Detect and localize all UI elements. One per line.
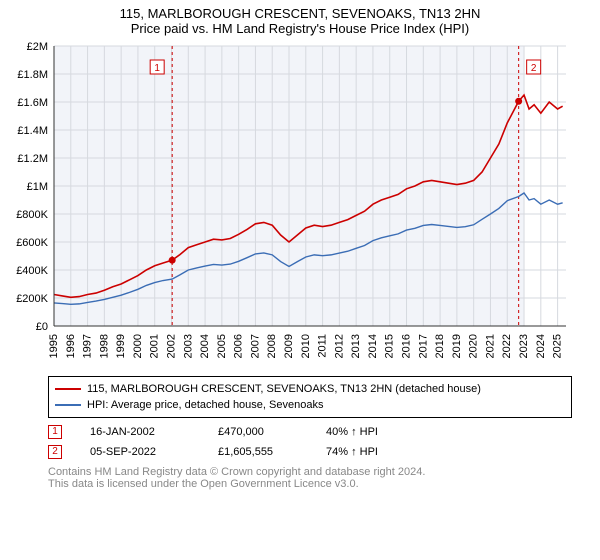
chart-subtitle: Price paid vs. HM Land Registry's House …: [10, 21, 590, 36]
svg-text:£1.4M: £1.4M: [17, 125, 48, 137]
svg-text:2012: 2012: [333, 334, 345, 358]
legend-row-property: 115, MARLBOROUGH CRESCENT, SEVENOAKS, TN…: [55, 381, 565, 397]
svg-text:2022: 2022: [501, 334, 513, 358]
svg-text:2024: 2024: [535, 334, 547, 358]
svg-text:£1.8M: £1.8M: [17, 69, 48, 81]
footnote-line2: This data is licensed under the Open Gov…: [48, 478, 572, 490]
figure-container: 115, MARLBOROUGH CRESCENT, SEVENOAKS, TN…: [0, 0, 600, 498]
svg-text:2008: 2008: [266, 334, 278, 358]
svg-text:2015: 2015: [384, 334, 396, 358]
svg-text:2020: 2020: [468, 334, 480, 358]
marker-pct-1: 40% ↑ HPI: [326, 426, 426, 438]
legend-swatch-hpi: [55, 404, 81, 406]
svg-text:2002: 2002: [166, 334, 178, 358]
svg-text:£200K: £200K: [16, 293, 48, 305]
svg-text:1997: 1997: [82, 334, 94, 358]
legend-row-hpi: HPI: Average price, detached house, Seve…: [55, 397, 565, 413]
marker-price-1: £470,000: [218, 426, 298, 438]
svg-text:£1M: £1M: [27, 181, 48, 193]
svg-text:2005: 2005: [216, 334, 228, 358]
svg-text:2006: 2006: [233, 334, 245, 358]
svg-text:£2M: £2M: [27, 41, 48, 53]
svg-text:2003: 2003: [182, 334, 194, 358]
marker-date-2: 05-SEP-2022: [90, 446, 190, 458]
footnote: Contains HM Land Registry data © Crown c…: [48, 466, 572, 490]
marker-pct-2: 74% ↑ HPI: [326, 446, 426, 458]
svg-text:£400K: £400K: [16, 265, 48, 277]
legend-swatch-property: [55, 388, 81, 390]
svg-text:£600K: £600K: [16, 237, 48, 249]
svg-text:2023: 2023: [518, 334, 530, 358]
legend-label-property: 115, MARLBOROUGH CRESCENT, SEVENOAKS, TN…: [87, 383, 481, 395]
svg-text:£1.2M: £1.2M: [17, 153, 48, 165]
svg-text:2018: 2018: [434, 334, 446, 358]
svg-text:2011: 2011: [317, 334, 329, 358]
svg-text:1998: 1998: [98, 334, 110, 358]
marker-price-2: £1,605,555: [218, 446, 298, 458]
chart: £0 £200K £400K £600K £800K £1M £1.2M £1.4M £1.6M…: [10, 40, 590, 370]
legend: 115, MARLBOROUGH CRESCENT, SEVENOAKS, TN…: [48, 376, 572, 418]
svg-text:2017: 2017: [417, 334, 429, 358]
svg-text:£800K: £800K: [16, 209, 48, 221]
svg-text:2010: 2010: [300, 334, 312, 358]
svg-text:1995: 1995: [48, 334, 60, 358]
svg-text:2001: 2001: [149, 334, 161, 358]
svg-text:£0: £0: [36, 321, 48, 333]
footnote-line1: Contains HM Land Registry data © Crown c…: [48, 466, 572, 478]
marker-badge-2: 2: [48, 445, 62, 459]
marker-table: 1 16-JAN-2002 £470,000 40% ↑ HPI 2 05-SE…: [48, 422, 572, 462]
svg-text:2000: 2000: [132, 334, 144, 358]
svg-text:2019: 2019: [451, 334, 463, 358]
svg-text:2021: 2021: [484, 334, 496, 358]
svg-text:2009: 2009: [283, 334, 295, 358]
svg-text:2025: 2025: [552, 334, 564, 358]
svg-text:2013: 2013: [350, 334, 362, 358]
marker-badge-1: 1: [48, 425, 62, 439]
marker-row-1: 1 16-JAN-2002 £470,000 40% ↑ HPI: [48, 422, 572, 442]
legend-label-hpi: HPI: Average price, detached house, Seve…: [87, 399, 323, 411]
marker-row-2: 2 05-SEP-2022 £1,605,555 74% ↑ HPI: [48, 442, 572, 462]
chart-svg: £0 £200K £400K £600K £800K £1M £1.2M £1.4M £1.6M…: [10, 40, 570, 370]
chart-title: 115, MARLBOROUGH CRESCENT, SEVENOAKS, TN…: [10, 6, 590, 21]
svg-text:2004: 2004: [199, 334, 211, 358]
svg-text:2: 2: [531, 63, 537, 74]
svg-text:2016: 2016: [401, 334, 413, 358]
svg-text:1999: 1999: [115, 334, 127, 358]
svg-text:£1.6M: £1.6M: [17, 97, 48, 109]
svg-text:1996: 1996: [65, 334, 77, 358]
svg-text:2007: 2007: [249, 334, 261, 358]
marker-date-1: 16-JAN-2002: [90, 426, 190, 438]
svg-text:1: 1: [154, 63, 160, 74]
svg-text:2014: 2014: [367, 334, 379, 358]
